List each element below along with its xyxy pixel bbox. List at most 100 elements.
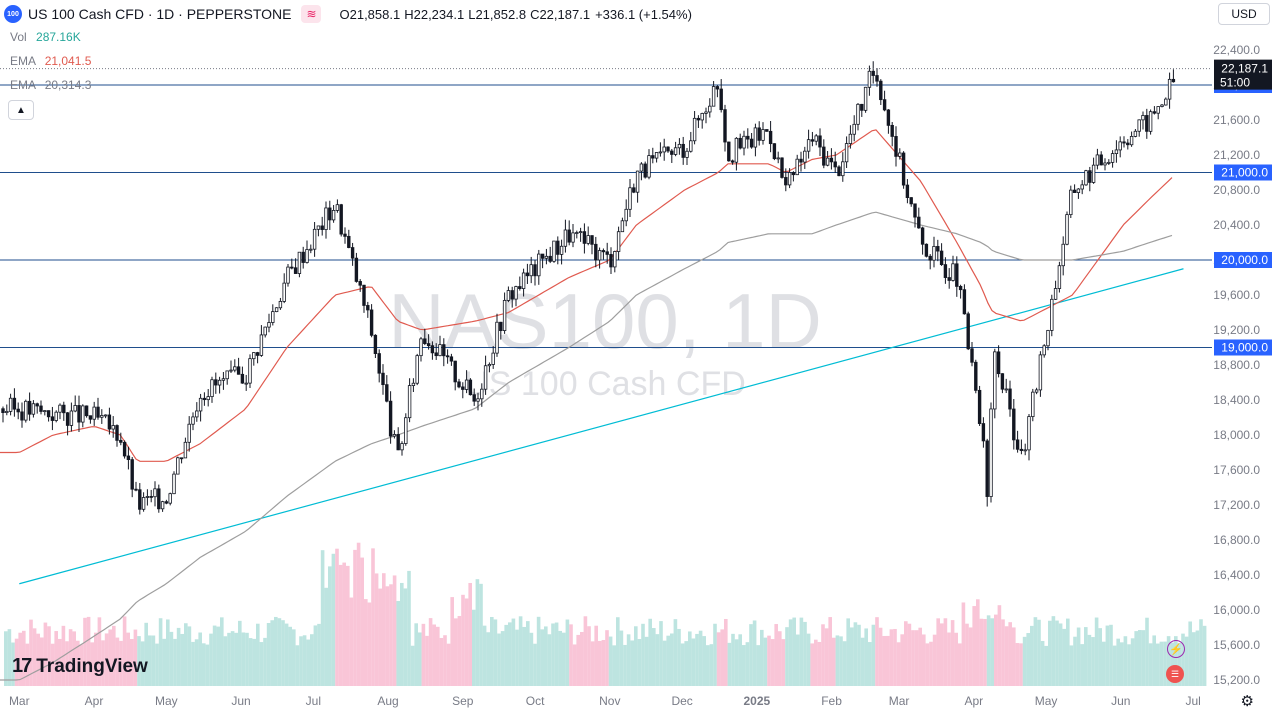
volume-bar	[385, 586, 390, 686]
volume-bar	[461, 594, 465, 686]
volume-bar	[706, 645, 710, 686]
candle-body	[856, 103, 860, 125]
volume-bar	[1040, 640, 1045, 686]
candle-body	[1160, 104, 1164, 107]
volume-bar	[1145, 617, 1149, 686]
candle-body	[385, 384, 389, 402]
candle-body	[278, 301, 283, 309]
volume-bar	[292, 629, 296, 686]
candle-body	[271, 311, 275, 323]
candle-body	[700, 113, 704, 121]
volume-bar	[979, 618, 984, 686]
candle-body	[871, 70, 875, 76]
candle-body	[369, 309, 374, 336]
candle-body	[1004, 388, 1008, 391]
candle-body	[480, 388, 484, 400]
volume-bar	[90, 642, 94, 686]
candle-body	[293, 267, 298, 274]
candle-body	[236, 366, 241, 375]
volume-bar	[770, 639, 775, 686]
candle-body	[715, 86, 720, 90]
volume-bar	[889, 629, 894, 686]
volume-bar	[670, 633, 674, 686]
candle-body	[130, 459, 134, 490]
candle-body	[768, 130, 773, 145]
candle-body	[643, 163, 647, 178]
volume-bar	[1177, 642, 1182, 686]
volume-bar	[997, 605, 1002, 686]
volume-bar	[738, 634, 742, 686]
candle-body	[548, 255, 552, 262]
candle-body	[723, 109, 727, 143]
volume-bar	[11, 642, 15, 686]
volume-bar	[558, 630, 562, 686]
volume-bar	[126, 632, 130, 686]
candle-body	[62, 404, 66, 414]
candle-body	[692, 117, 697, 142]
candle-body	[556, 240, 560, 255]
candle-body	[719, 88, 723, 111]
candle-body	[977, 389, 982, 424]
ema-fast-value: 21,041.5	[44, 54, 92, 68]
candle-body	[803, 150, 807, 163]
volume-bar	[108, 629, 112, 686]
ema-slow-indicator[interactable]: EMA 20,314.3	[10, 78, 91, 92]
symbol-title[interactable]: US 100 Cash CFD · 1D · PEPPERSTONE	[28, 6, 292, 22]
volume-bar	[277, 618, 282, 686]
volume-bar	[79, 644, 84, 686]
y-axis-tick-label: 22,400.0	[1213, 43, 1260, 57]
tradingview-logo[interactable]: 17 TradingView	[12, 655, 148, 678]
volume-bar	[850, 627, 854, 686]
candle-body	[913, 203, 917, 218]
volume-bar	[7, 629, 12, 686]
candle-body	[730, 160, 735, 163]
volume-bar	[821, 624, 825, 686]
y-axis-tick-label: 15,600.0	[1213, 638, 1260, 652]
x-axis-tick-label: Dec	[671, 694, 692, 708]
candle-body	[1042, 345, 1046, 356]
symbol-logo-icon[interactable]: 100	[4, 5, 22, 23]
candle-body	[111, 425, 115, 430]
volume-bar	[1123, 636, 1128, 686]
currency-selector[interactable]: USD	[1218, 3, 1270, 25]
candle-body	[1053, 288, 1058, 300]
volume-bar	[896, 642, 901, 686]
candle-body	[552, 240, 556, 262]
volume-bar	[259, 642, 264, 686]
candle-body	[81, 405, 85, 423]
candle-body	[457, 381, 461, 388]
ema-fast-indicator[interactable]: EMA 21,041.5	[10, 54, 91, 68]
volume-bar	[893, 628, 897, 686]
candle-body	[886, 109, 891, 126]
candle-body	[244, 382, 248, 385]
us-flag-icon[interactable]: ☰	[1166, 665, 1184, 683]
volume-bar	[151, 635, 156, 686]
volume-bar	[932, 634, 937, 686]
candle-body	[107, 414, 112, 430]
volume-bar	[1152, 635, 1156, 686]
candle-body	[521, 272, 526, 289]
candle-body	[791, 172, 796, 176]
chevron-up-icon[interactable]: ▲	[8, 100, 34, 120]
volume-bar	[4, 631, 8, 686]
candle-body	[909, 197, 913, 205]
candle-body	[16, 408, 20, 413]
x-axis-tick-label: Mar	[9, 694, 30, 708]
candle-body	[898, 152, 902, 157]
volume-bar	[691, 638, 696, 686]
lightning-icon[interactable]: ⚡	[1167, 640, 1185, 658]
gear-icon[interactable]: ⚙	[1240, 693, 1254, 710]
candle-body	[905, 184, 910, 198]
candle-body	[833, 161, 837, 168]
volume-bar	[1012, 627, 1016, 686]
volume-bar	[659, 621, 663, 686]
candle-body	[818, 135, 822, 148]
volume-bar	[1094, 617, 1099, 686]
flag-icon[interactable]: ≋	[301, 5, 322, 23]
volume-bar	[47, 626, 51, 686]
candle-body	[582, 231, 587, 244]
volume-indicator[interactable]: Vol 287.16K	[10, 30, 81, 44]
candle-body	[1080, 184, 1084, 190]
x-axis-tick-label: Oct	[526, 694, 545, 708]
